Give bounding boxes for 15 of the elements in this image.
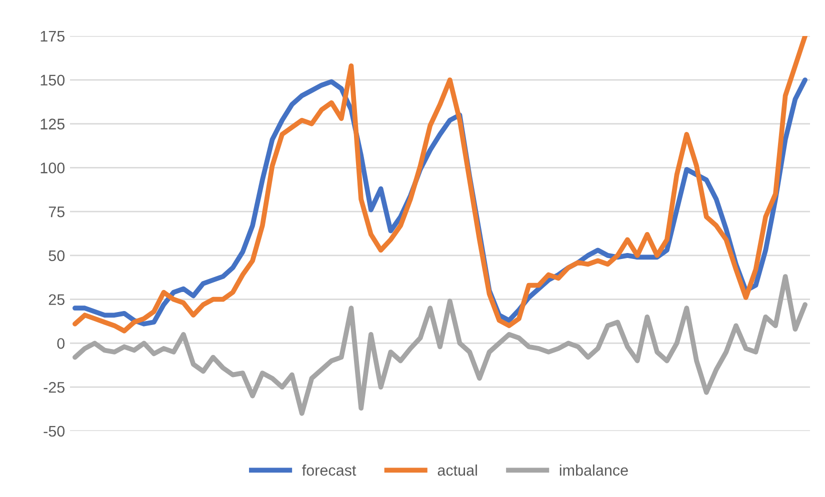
y-tick-label: 0 xyxy=(57,338,65,349)
y-tick-label: -50 xyxy=(44,426,65,437)
y-tick-label: 125 xyxy=(40,118,64,130)
y-tick-label: 50 xyxy=(48,250,65,262)
y-tick-label: 75 xyxy=(48,206,64,218)
line-series xyxy=(72,274,808,416)
y-tick-label: 175 xyxy=(40,31,64,42)
y-tick-label: -25 xyxy=(44,382,64,393)
y-tick-label: 100 xyxy=(40,162,65,174)
y-tick-label: 25 xyxy=(48,294,64,306)
line-series xyxy=(72,36,808,334)
legend-label: forecast xyxy=(302,464,356,476)
legend-label: imbalance xyxy=(560,464,628,476)
legend-label: actual xyxy=(438,464,477,476)
y-tick-label: 150 xyxy=(40,74,65,86)
